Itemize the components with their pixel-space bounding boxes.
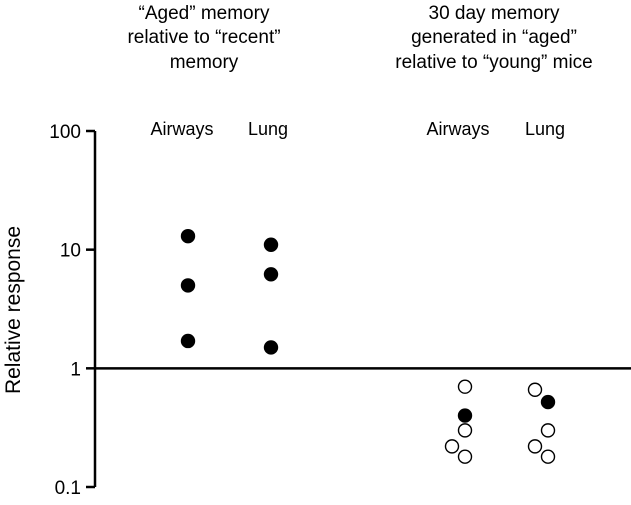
group-1-title-line-1: “Aged” memory [139,3,270,24]
open-data-point [457,449,473,464]
y-tick-label: 0.1 [55,478,81,499]
y-axis-label: Relative response [2,226,25,394]
filled-data-point [263,237,279,252]
group-2-title-line-3: relative to “young” mice [395,52,592,73]
open-data-point [527,382,543,397]
filled-data-point [263,340,279,355]
group-2-title-line-2: generated in “aged” [411,27,577,48]
filled-data-point [180,333,196,349]
filled-data-point [457,408,473,423]
group-1-title-line-3: memory [170,52,239,73]
category-label-30day-airways: Airways [426,119,489,139]
filled-data-point [540,394,556,410]
y-axis [86,129,631,489]
category-label-aged-lung: Lung [248,119,288,139]
data-points [180,228,556,464]
filled-data-point [180,278,196,293]
open-data-point [540,423,556,438]
y-tick-label: 10 [60,241,81,262]
open-data-point [457,379,473,394]
filled-data-point [180,228,196,244]
group-2-title-line-1: 30 day memory [429,3,560,24]
open-data-point [527,439,543,454]
group-1-title-line-2: relative to “recent” [127,27,280,48]
category-label-30day-lung: Lung [525,119,565,139]
open-data-point [457,423,473,438]
category-label-aged-airways: Airways [150,119,213,139]
y-tick-labels: 100 10 1 0.1 [49,122,81,499]
open-data-point [540,449,556,464]
y-tick-label: 1 [70,359,81,380]
filled-data-point [263,267,279,282]
open-data-point [444,439,460,454]
y-tick-label: 100 [49,122,81,143]
